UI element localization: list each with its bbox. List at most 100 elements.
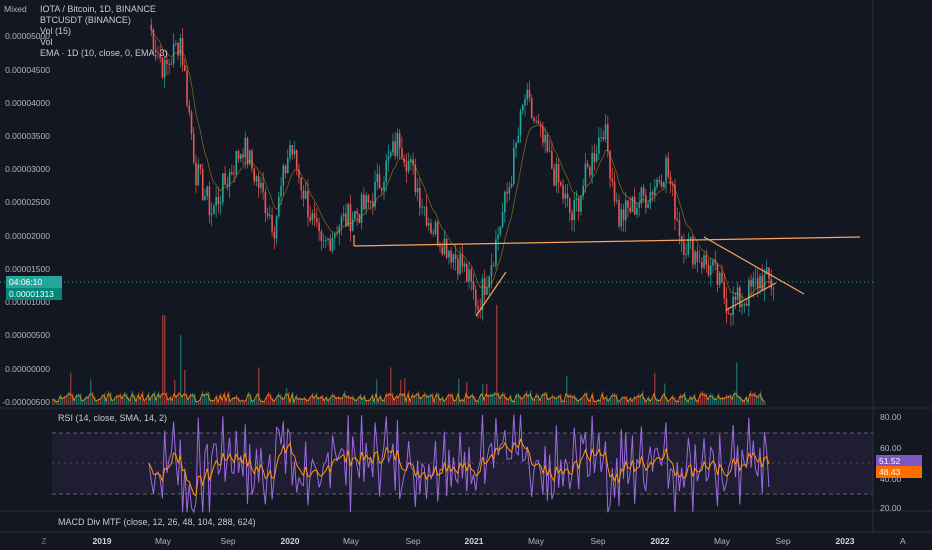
volume-bar	[64, 395, 66, 405]
bottom-trendline[interactable]	[475, 271, 507, 317]
candle-body	[316, 218, 318, 223]
candle-body	[168, 63, 170, 65]
volume-bar	[446, 397, 448, 405]
candle-body	[298, 169, 300, 178]
volume-bar	[710, 393, 712, 405]
volume-bar	[320, 396, 322, 405]
candle-body	[217, 196, 220, 204]
candle-body	[407, 161, 410, 172]
candle-body	[300, 177, 302, 191]
volume-bar	[520, 395, 522, 405]
volume-bar	[100, 398, 102, 405]
volume-bar	[236, 394, 238, 405]
candle-body	[177, 42, 179, 56]
volume-bar	[764, 400, 766, 405]
volume-bar	[754, 392, 756, 405]
candle-body	[495, 239, 497, 266]
volume-bar	[614, 393, 616, 405]
candle-body	[714, 260, 717, 264]
candle-body	[275, 216, 278, 239]
volume-bar	[318, 397, 320, 405]
ema-indicator[interactable]: EMA · 1D (10, close, 0, EMA, 3)	[40, 48, 168, 58]
volume-bar	[102, 394, 104, 405]
volume-bar	[680, 393, 682, 405]
candle-body	[260, 182, 262, 188]
triangle-upper-line[interactable]	[703, 236, 805, 295]
candle-body	[439, 244, 441, 247]
volume-bar	[584, 392, 586, 405]
candle-body	[761, 275, 764, 291]
volume-bar	[452, 393, 454, 405]
volume-bar	[156, 398, 158, 405]
volume-bar	[668, 400, 670, 405]
candle-body	[181, 38, 184, 66]
volume-bar	[54, 398, 56, 405]
candle-body	[654, 186, 656, 196]
candle-body	[410, 159, 412, 162]
volume-bar	[648, 396, 650, 405]
candle-body	[280, 186, 282, 197]
triangle-lower-line[interactable]	[725, 282, 777, 311]
volume-bar	[546, 391, 548, 405]
volume-bar	[720, 397, 722, 405]
volume-bar	[644, 397, 646, 405]
candle-body	[486, 287, 488, 295]
volume-bar	[78, 393, 80, 405]
volume-bar	[336, 396, 338, 405]
support-trendline[interactable]	[353, 236, 861, 247]
volume-bar	[406, 400, 408, 405]
volume-bar	[418, 391, 420, 405]
scale-mode-label[interactable]: Mixed	[4, 4, 27, 14]
time-tick: Sep	[775, 536, 791, 546]
candle-body	[629, 207, 631, 212]
volume-bar	[330, 396, 332, 405]
candle-body	[331, 237, 334, 251]
volume-bar	[232, 397, 234, 405]
candle-body	[179, 38, 182, 56]
volume-bar	[374, 400, 376, 405]
candle-body	[667, 157, 670, 177]
volume-bar	[574, 394, 576, 405]
volume-bar	[740, 396, 742, 405]
candle-body	[736, 287, 739, 300]
candle-body	[510, 183, 513, 188]
candle-body	[157, 52, 159, 54]
volume-bar	[624, 396, 626, 405]
candle-body	[560, 182, 562, 186]
auto-scale-button[interactable]: A	[900, 536, 906, 546]
volume-bar	[580, 397, 582, 405]
volume-bar	[622, 396, 624, 405]
symbol-title[interactable]: IOTA / Bitcoin, 1D, BINANCE	[40, 4, 156, 14]
candle-body	[161, 57, 164, 78]
macd-label[interactable]: MACD Div MTF (close, 12, 26, 48, 104, 28…	[58, 517, 256, 527]
rsi-label[interactable]: RSI (14, close, SMA, 14, 2)	[58, 413, 168, 423]
candle-body	[627, 200, 629, 208]
candle-body	[255, 176, 258, 182]
vol15-indicator[interactable]: Vol (15)	[40, 26, 72, 36]
goto-date-icon[interactable]: Z	[41, 537, 47, 546]
ema-line	[150, 29, 774, 301]
candle-body	[665, 157, 667, 182]
volume-bar	[208, 391, 210, 405]
candle-body	[649, 192, 652, 204]
compare-symbol[interactable]: BTCUSDT (BINANCE)	[40, 15, 131, 25]
candle-body	[521, 105, 524, 111]
volume-bar	[482, 383, 484, 405]
volume-bar	[738, 395, 740, 405]
volume-bar	[464, 400, 466, 405]
price-tick: 0.00004500	[5, 65, 50, 75]
candle-body	[602, 137, 605, 140]
volume-bar	[300, 397, 302, 405]
candle-body	[228, 172, 231, 187]
price-tick: 0.00002500	[5, 197, 50, 207]
volume-bar	[180, 335, 182, 405]
volume-bar	[460, 400, 462, 405]
volume-bar	[390, 367, 392, 405]
volume-bar	[692, 397, 694, 405]
vol-indicator[interactable]: Vol	[40, 37, 53, 47]
candle-body	[517, 135, 520, 143]
volume-bar	[428, 395, 430, 405]
candle-body	[302, 190, 305, 199]
volume-bar	[278, 392, 280, 405]
